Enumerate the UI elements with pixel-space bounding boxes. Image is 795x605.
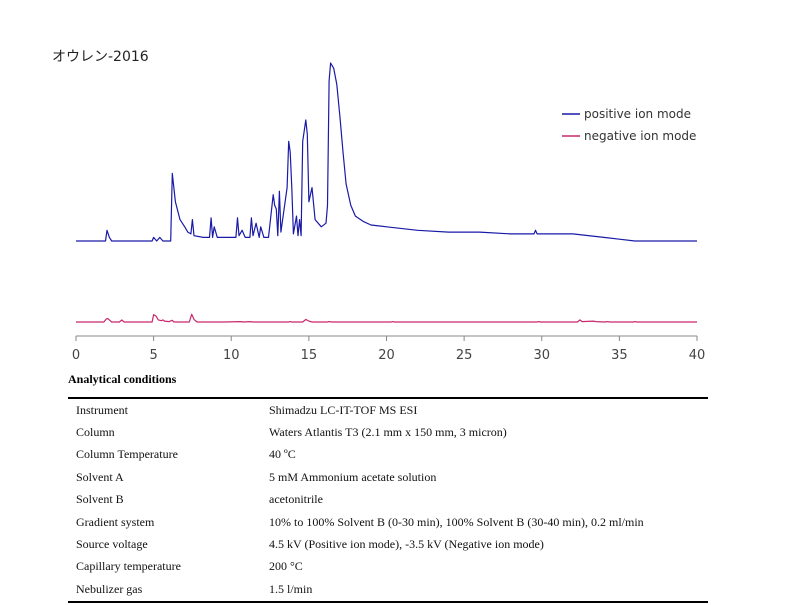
condition-parameter: Solvent B: [76, 492, 124, 507]
condition-value: acetonitrile: [269, 492, 323, 507]
table-row: Column Temperature 40 ºC: [68, 444, 708, 466]
condition-parameter: Capillary temperature: [76, 559, 181, 574]
x-tick-label: 10: [223, 348, 240, 363]
table-row: Nebulizer gas 1.5 l/min: [68, 578, 708, 601]
table-row: Instrument Shimadzu LC-IT-TOF MS ESI: [68, 398, 708, 421]
condition-parameter: Column Temperature: [76, 447, 178, 462]
x-tick-label: 30: [533, 348, 550, 363]
conditions-table: Instrument Shimadzu LC-IT-TOF MS ESI Colum…: [68, 397, 708, 603]
condition-parameter: Source voltage: [76, 537, 148, 552]
x-tick-label: 15: [301, 348, 318, 363]
condition-value: 40 ºC: [269, 447, 296, 462]
condition-value: 10% to 100% Solvent B (0-30 min), 100% S…: [269, 514, 644, 529]
table-row: Gradient system 10% to 100% Solvent B (0-…: [68, 511, 708, 533]
legend-label-positive: positive ion mode: [584, 107, 691, 121]
condition-value: 200 °C: [269, 559, 303, 574]
condition-parameter: Nebulizer gas: [76, 581, 143, 596]
chart-title: オウレン-2016: [52, 49, 149, 65]
condition-value: Shimadzu LC-IT-TOF MS ESI: [269, 402, 418, 417]
x-tick-label: 35: [611, 348, 628, 363]
chromatogram-chart: 0 5 10 15 20 25 30 35 40 positive ion mode negat…: [72, 62, 706, 363]
condition-parameter: Column: [76, 425, 115, 440]
condition-value: 4.5 kV (Positive ion mode), -3.5 kV (Neg…: [269, 537, 544, 552]
table-row: Solvent B acetonitrile: [68, 489, 708, 511]
series-line-positive: [76, 62, 697, 242]
x-tick-label: 0: [72, 348, 80, 363]
table-row: Capillary temperature 200 °C: [68, 556, 708, 578]
x-axis: 0 5 10 15 20 25 30 35 40: [72, 335, 706, 363]
condition-value: 1.5 l/min: [269, 581, 313, 596]
legend-label-negative: negative ion mode: [584, 129, 696, 143]
legend: positive ion mode negative ion mode: [562, 107, 696, 143]
series-layer: [76, 62, 697, 323]
table-row: Column Waters Atlantis T3 (2.1 mm x 150 m…: [68, 421, 708, 443]
condition-value: 5 mM Ammonium acetate solution: [269, 469, 437, 484]
series-line-negative: [76, 313, 697, 323]
conditions-heading: Analytical conditions: [68, 372, 177, 386]
x-tick-label: 25: [456, 348, 473, 363]
x-tick-label: 5: [149, 348, 157, 363]
x-tick-label: 40: [689, 348, 706, 363]
condition-value: Waters Atlantis T3 (2.1 mm x 150 mm, 3 m…: [269, 425, 507, 440]
condition-parameter: Gradient system: [76, 514, 155, 529]
condition-parameter: Instrument: [76, 402, 128, 417]
condition-parameter: Solvent A: [76, 469, 124, 484]
table-row: Source voltage 4.5 kV (Positive ion mode)…: [68, 533, 708, 555]
x-tick-label: 20: [378, 348, 395, 363]
table-row: Solvent A 5 mM Ammonium acetate solution: [68, 466, 708, 488]
